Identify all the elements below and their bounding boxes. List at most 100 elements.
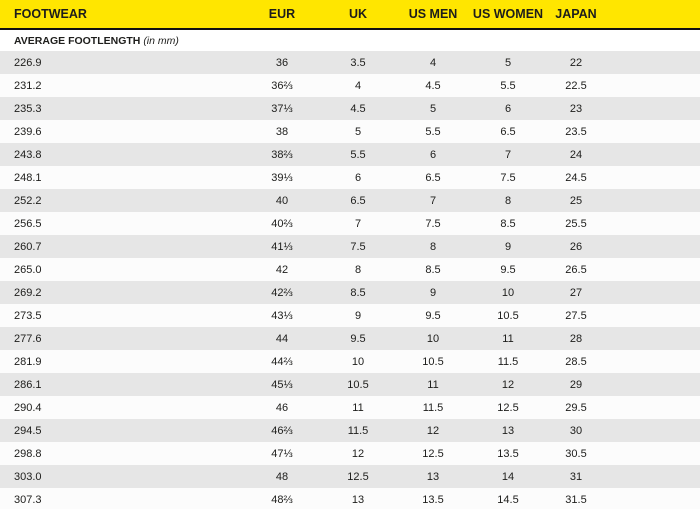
cell-spacer bbox=[608, 97, 700, 120]
cell-us-women: 13 bbox=[472, 419, 544, 442]
column-header-uk: UK bbox=[322, 0, 394, 30]
table-row: 252.2 40 6.5 7 8 25 bbox=[0, 189, 700, 212]
cell-uk: 6 bbox=[322, 166, 394, 189]
cell-footwear-mm: 265.0 bbox=[0, 258, 242, 281]
table-row: 269.2 42⅔ 8.5 9 10 27 bbox=[0, 281, 700, 304]
header-row: FOOTWEAR EUR UK US MEN US WOMEN JAPAN bbox=[0, 0, 700, 30]
cell-us-men: 11.5 bbox=[394, 396, 472, 419]
cell-eur: 40⅔ bbox=[242, 212, 322, 235]
cell-us-women: 10.5 bbox=[472, 304, 544, 327]
cell-us-women: 9 bbox=[472, 235, 544, 258]
cell-uk: 4.5 bbox=[322, 97, 394, 120]
table-row: 277.6 44 9.5 10 11 28 bbox=[0, 327, 700, 350]
cell-eur: 36⅔ bbox=[242, 74, 322, 97]
cell-japan: 22 bbox=[544, 51, 608, 74]
cell-footwear-mm: 239.6 bbox=[0, 120, 242, 143]
table-row: 256.5 40⅔ 7 7.5 8.5 25.5 bbox=[0, 212, 700, 235]
cell-uk: 7.5 bbox=[322, 235, 394, 258]
cell-spacer bbox=[608, 465, 700, 488]
cell-japan: 26.5 bbox=[544, 258, 608, 281]
cell-eur: 40 bbox=[242, 189, 322, 212]
cell-footwear-mm: 298.8 bbox=[0, 442, 242, 465]
cell-eur: 39⅓ bbox=[242, 166, 322, 189]
cell-japan: 23 bbox=[544, 97, 608, 120]
cell-footwear-mm: 235.3 bbox=[0, 97, 242, 120]
table-row: 286.1 45⅓ 10.5 11 12 29 bbox=[0, 373, 700, 396]
cell-us-men: 7 bbox=[394, 189, 472, 212]
cell-us-men: 9.5 bbox=[394, 304, 472, 327]
column-header-us-women: US WOMEN bbox=[472, 0, 544, 30]
cell-footwear-mm: 256.5 bbox=[0, 212, 242, 235]
cell-japan: 28.5 bbox=[544, 350, 608, 373]
table-row: 239.6 38 5 5.5 6.5 23.5 bbox=[0, 120, 700, 143]
cell-us-men: 10.5 bbox=[394, 350, 472, 373]
cell-eur: 45⅓ bbox=[242, 373, 322, 396]
cell-us-women: 11 bbox=[472, 327, 544, 350]
cell-footwear-mm: 294.5 bbox=[0, 419, 242, 442]
cell-eur: 46⅔ bbox=[242, 419, 322, 442]
cell-japan: 25.5 bbox=[544, 212, 608, 235]
cell-spacer bbox=[608, 235, 700, 258]
cell-us-men: 13 bbox=[394, 465, 472, 488]
cell-us-men: 5 bbox=[394, 97, 472, 120]
cell-japan: 25 bbox=[544, 189, 608, 212]
column-header-eur: EUR bbox=[242, 0, 322, 30]
cell-us-men: 12.5 bbox=[394, 442, 472, 465]
column-header-japan: JAPAN bbox=[544, 0, 608, 30]
cell-japan: 22.5 bbox=[544, 74, 608, 97]
table-row: 231.2 36⅔ 4 4.5 5.5 22.5 bbox=[0, 74, 700, 97]
cell-uk: 5.5 bbox=[322, 143, 394, 166]
cell-us-women: 14 bbox=[472, 465, 544, 488]
cell-uk: 4 bbox=[322, 74, 394, 97]
cell-footwear-mm: 260.7 bbox=[0, 235, 242, 258]
cell-spacer bbox=[608, 396, 700, 419]
cell-uk: 12.5 bbox=[322, 465, 394, 488]
cell-eur: 38⅔ bbox=[242, 143, 322, 166]
cell-spacer bbox=[608, 373, 700, 396]
cell-eur: 42 bbox=[242, 258, 322, 281]
cell-us-men: 12 bbox=[394, 419, 472, 442]
cell-spacer bbox=[608, 51, 700, 74]
subheader-title: AVERAGE FOOTLENGTH bbox=[14, 34, 141, 47]
cell-eur: 44⅔ bbox=[242, 350, 322, 373]
cell-us-women: 12.5 bbox=[472, 396, 544, 419]
cell-uk: 12 bbox=[322, 442, 394, 465]
cell-uk: 6.5 bbox=[322, 189, 394, 212]
cell-eur: 46 bbox=[242, 396, 322, 419]
cell-spacer bbox=[608, 327, 700, 350]
cell-us-men: 13.5 bbox=[394, 488, 472, 509]
cell-uk: 9 bbox=[322, 304, 394, 327]
table-row: 294.5 46⅔ 11.5 12 13 30 bbox=[0, 419, 700, 442]
cell-spacer bbox=[608, 419, 700, 442]
cell-us-men: 7.5 bbox=[394, 212, 472, 235]
cell-uk: 8.5 bbox=[322, 281, 394, 304]
table-row: 226.9 36 3.5 4 5 22 bbox=[0, 51, 700, 74]
column-header-footwear: FOOTWEAR bbox=[0, 0, 242, 30]
cell-japan: 23.5 bbox=[544, 120, 608, 143]
cell-uk: 10.5 bbox=[322, 373, 394, 396]
cell-spacer bbox=[608, 281, 700, 304]
table-row: 243.8 38⅔ 5.5 6 7 24 bbox=[0, 143, 700, 166]
cell-us-men: 9 bbox=[394, 281, 472, 304]
table-row: 248.1 39⅓ 6 6.5 7.5 24.5 bbox=[0, 166, 700, 189]
cell-eur: 41⅓ bbox=[242, 235, 322, 258]
cell-eur: 48 bbox=[242, 465, 322, 488]
cell-us-women: 7.5 bbox=[472, 166, 544, 189]
cell-japan: 27.5 bbox=[544, 304, 608, 327]
cell-spacer bbox=[608, 120, 700, 143]
cell-us-women: 9.5 bbox=[472, 258, 544, 281]
cell-footwear-mm: 281.9 bbox=[0, 350, 242, 373]
cell-us-women: 11.5 bbox=[472, 350, 544, 373]
cell-spacer bbox=[608, 143, 700, 166]
cell-uk: 3.5 bbox=[322, 51, 394, 74]
cell-footwear-mm: 277.6 bbox=[0, 327, 242, 350]
cell-footwear-mm: 286.1 bbox=[0, 373, 242, 396]
table-row: 298.8 47⅓ 12 12.5 13.5 30.5 bbox=[0, 442, 700, 465]
cell-us-women: 8 bbox=[472, 189, 544, 212]
cell-eur: 48⅔ bbox=[242, 488, 322, 509]
cell-footwear-mm: 252.2 bbox=[0, 189, 242, 212]
cell-spacer bbox=[608, 212, 700, 235]
table-row: 290.4 46 11 11.5 12.5 29.5 bbox=[0, 396, 700, 419]
cell-japan: 30 bbox=[544, 419, 608, 442]
